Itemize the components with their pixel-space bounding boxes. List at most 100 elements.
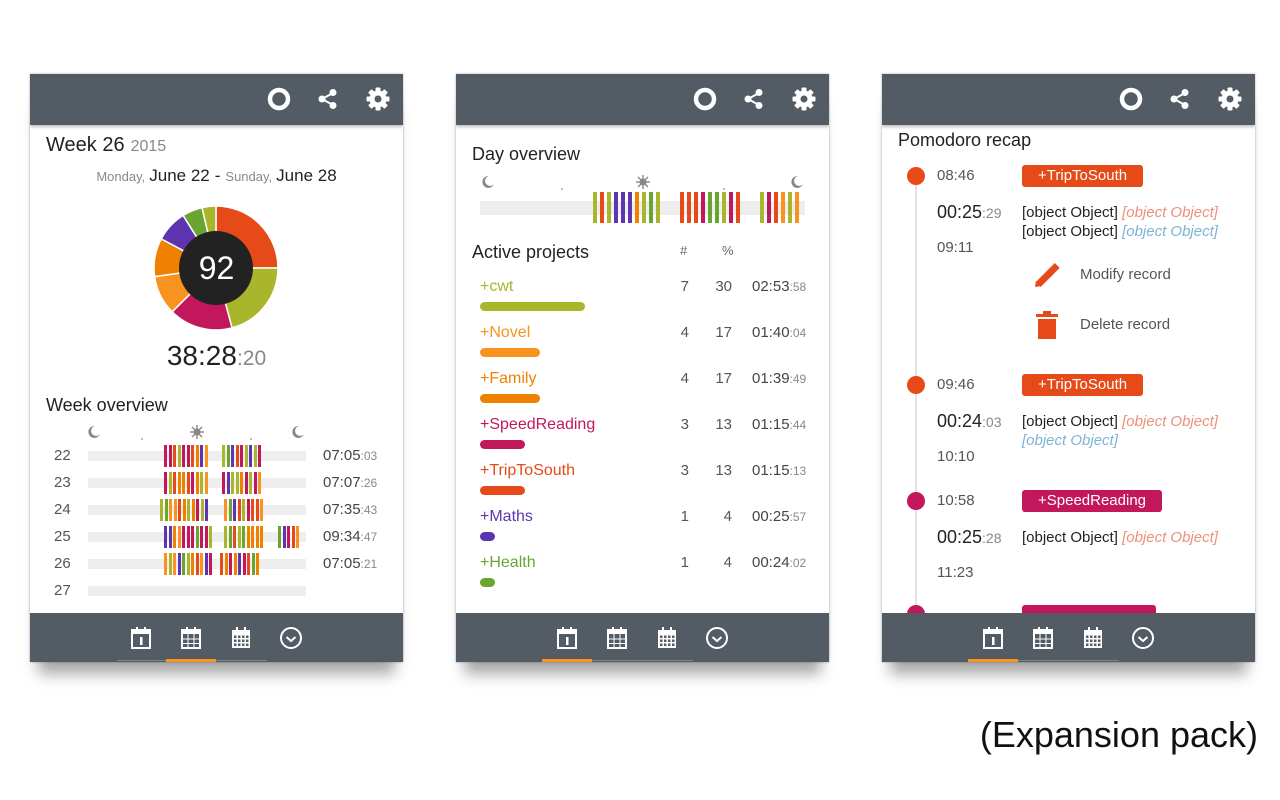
share-button[interactable] <box>741 86 767 112</box>
project-time: 02:53:58 <box>752 278 806 295</box>
section-title: Week overview <box>46 395 168 416</box>
nav-tab[interactable] <box>279 626 303 650</box>
icon-part <box>668 635 671 638</box>
activity-stripe <box>600 192 604 223</box>
nav-tab[interactable] <box>229 626 253 650</box>
bottom-nav <box>30 613 403 662</box>
activity-stripe <box>186 526 190 548</box>
icon-part <box>1226 95 1234 103</box>
icon-part <box>660 643 663 646</box>
time-value: 01:15 <box>752 462 790 479</box>
icon-part <box>329 89 337 96</box>
activity-stripe <box>204 472 208 494</box>
icon-part <box>1038 319 1056 339</box>
nav-tab[interactable] <box>705 626 729 650</box>
icon-part <box>706 627 728 649</box>
icon-part <box>660 639 663 642</box>
icon-part <box>1038 627 1040 632</box>
nav-tab[interactable] <box>1081 626 1105 650</box>
icon-part <box>1086 643 1089 646</box>
activity-stripe <box>228 526 232 548</box>
activity-stripe <box>173 553 176 575</box>
delete-icon[interactable] <box>1035 310 1059 340</box>
settings-button[interactable] <box>1217 86 1243 112</box>
activity-stripe <box>178 499 181 521</box>
activity-stripe <box>224 553 228 575</box>
project-count: 4 <box>680 324 689 341</box>
icon-part <box>1035 262 1060 288</box>
icon-part <box>186 627 188 632</box>
icon-part <box>996 627 998 632</box>
project-count: 3 <box>680 416 689 433</box>
activity-stripe <box>233 499 236 521</box>
nav-tab[interactable] <box>1131 626 1155 650</box>
icon-part <box>141 438 143 440</box>
time-value: 07:05 <box>323 555 361 572</box>
activity-stripe <box>249 445 252 467</box>
activity-stripe <box>235 472 239 494</box>
activity-stripe <box>260 499 263 521</box>
range-separator: - <box>214 166 221 185</box>
icon-part <box>1033 627 1053 649</box>
phone-screen: Week 26 2015 Monday, June 22- Sunday, June 28… <box>30 74 403 662</box>
icon-part <box>670 627 672 632</box>
year-label: 2015 <box>130 138 167 155</box>
activity-stripe <box>233 553 237 575</box>
week-number: 27 <box>54 582 71 599</box>
activity-stripe <box>182 472 185 494</box>
project-bar <box>480 440 525 449</box>
description: [object Object] [object Object] <box>1022 528 1237 547</box>
share-button[interactable] <box>1167 86 1193 112</box>
time-seconds: :58 <box>789 280 807 294</box>
icon-part <box>1181 102 1189 109</box>
project-time: 01:15:13 <box>752 462 806 479</box>
activity-stripe <box>258 445 261 467</box>
section-title: Pomodoro recap <box>898 130 1032 151</box>
end-time: 09:11 <box>937 239 974 256</box>
activity-stripe <box>246 499 250 521</box>
settings-button[interactable] <box>365 86 391 112</box>
activity-stripe <box>200 526 203 548</box>
icon-part <box>234 639 237 642</box>
record-button[interactable] <box>266 86 292 112</box>
icon-part <box>755 102 763 109</box>
nav-tab[interactable] <box>655 626 679 650</box>
activity-stripe <box>237 526 241 548</box>
share-button[interactable] <box>315 86 341 112</box>
nav-tab[interactable] <box>605 626 629 650</box>
nav-tab[interactable] <box>1031 626 1055 650</box>
nav-tab[interactable] <box>555 626 579 650</box>
icon-part <box>182 630 200 634</box>
time-value: 02:53 <box>752 278 790 295</box>
activity-stripe <box>258 472 261 494</box>
project-percent: 13 <box>715 462 732 479</box>
activity-stripe <box>191 526 194 548</box>
date-range: Monday, June 22- Sunday, June 28 <box>30 166 403 186</box>
icon-part <box>267 87 291 111</box>
section-title: Day overview <box>472 144 581 165</box>
start-time: 08:46 <box>937 167 975 184</box>
nav-tab[interactable] <box>129 626 153 650</box>
activity-stripe <box>182 526 185 548</box>
record-button[interactable] <box>692 86 718 112</box>
column-header: % <box>722 243 734 259</box>
icon-part <box>800 95 808 103</box>
project-count: 3 <box>680 462 689 479</box>
record-button[interactable] <box>1118 86 1144 112</box>
project-percent: 17 <box>715 324 732 341</box>
activity-stripe <box>736 192 740 223</box>
project-count: 1 <box>680 508 689 525</box>
nav-tab[interactable] <box>179 626 203 650</box>
icon-part <box>238 643 241 646</box>
icon-part <box>636 175 650 189</box>
edit-icon[interactable] <box>1032 260 1062 290</box>
timeline-dot <box>907 376 925 394</box>
settings-button[interactable] <box>791 86 817 112</box>
activity-stripe <box>191 472 194 494</box>
activity-stripe <box>767 192 771 223</box>
nav-tab[interactable] <box>981 626 1005 650</box>
activity-stripe <box>251 553 255 575</box>
icon-part <box>136 627 138 632</box>
activity-stripe <box>173 472 176 494</box>
activity-stripe <box>224 526 227 548</box>
